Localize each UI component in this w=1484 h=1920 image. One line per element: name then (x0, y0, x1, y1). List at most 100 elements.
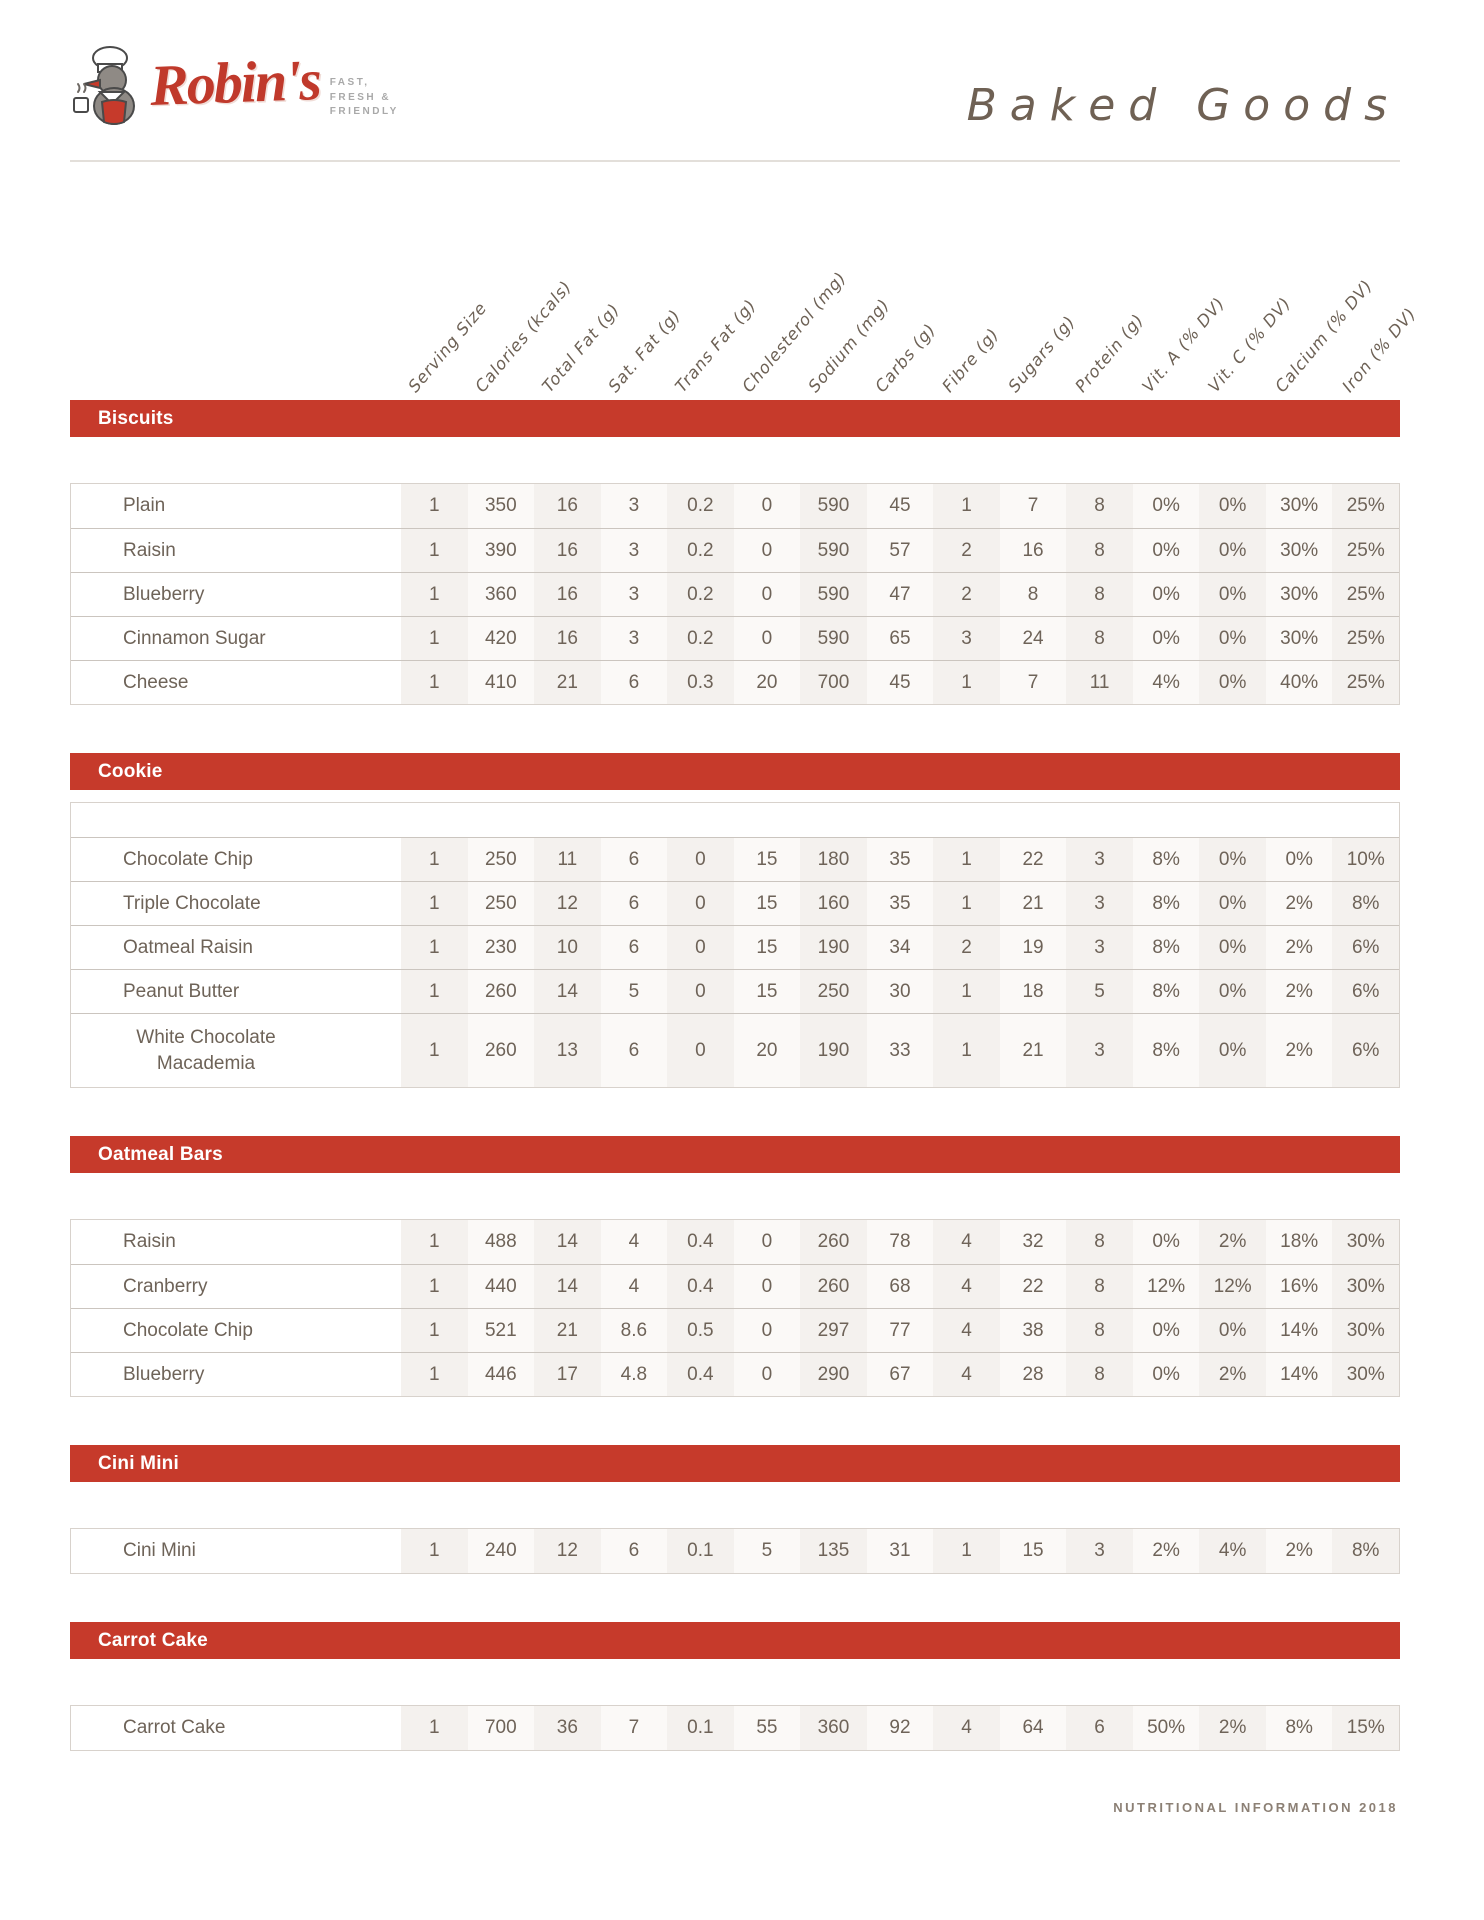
value-cell: 30% (1265, 529, 1333, 572)
value-cell: 700 (800, 661, 867, 704)
value-cell: 1 (401, 1529, 468, 1573)
row-label: Raisin (71, 1220, 401, 1264)
value-cell: 1 (401, 882, 468, 925)
section-title: Cookie (98, 760, 163, 782)
value-cell: 33 (866, 1014, 934, 1087)
value-cell: 4 (933, 1265, 1000, 1308)
value-cell: 1 (401, 1014, 468, 1087)
value-cell: 0.3 (667, 661, 734, 704)
value-cell: 135 (800, 1529, 867, 1573)
column-header: Fibre (g) (938, 324, 1003, 396)
header-divider (70, 160, 1400, 162)
brand-name: Robin's (148, 47, 321, 118)
value-cell: 16 (534, 529, 601, 572)
value-cell (600, 803, 668, 837)
table-row: Cranberry 1 440 14 4 0.4 0 260 68 4 22 8 12% 12% 16% 30… (71, 1264, 1399, 1308)
value-cell: 1 (933, 1014, 1000, 1087)
value-cell: 15 (733, 882, 801, 925)
value-cell: 8 (1066, 529, 1133, 572)
table-row: Plain 1 350 16 3 0.2 0 590 45 1 7 8 0% 0% 30% 25% (71, 484, 1399, 528)
value-cell: 15 (733, 926, 801, 969)
value-cell: 22 (999, 838, 1067, 881)
value-cell: 4 (933, 1220, 1000, 1264)
value-cell: 1 (401, 1353, 468, 1396)
value-cell: 16 (999, 529, 1067, 572)
value-cell: 30% (1332, 1353, 1399, 1396)
value-cell (1265, 803, 1333, 837)
section-cini-mini: Cini Mini Cini Mini 1 240 12 6 0.1 5 135 31 1 15 3 2%… (70, 1445, 1400, 1574)
section-title: Biscuits (98, 407, 174, 429)
oatmeal-bars-table: Raisin 1 488 14 4 0.4 0 260 78 4 32 8 0% 2% 18% 30% Cran… (70, 1219, 1400, 1397)
value-cell: 8 (1066, 573, 1133, 616)
value-cell (667, 803, 734, 837)
value-cell: 8 (1066, 1265, 1133, 1308)
value-cell: 1 (401, 529, 468, 572)
value-cell: 420 (467, 617, 535, 660)
value-cell: 15% (1332, 1706, 1399, 1750)
table-row: White Chocolate Macademia 1 260 13 6 0 20 190 33… (71, 1013, 1399, 1087)
value-cell: 2% (1199, 1353, 1266, 1396)
footer-text: NUTRITIONAL INFORMATION 2018 (1113, 1800, 1398, 1815)
empty-row (71, 803, 1399, 837)
value-cell: 0% (1199, 529, 1266, 572)
value-cell: 1 (933, 661, 1000, 704)
value-cell: 45 (866, 661, 934, 704)
value-cell: 0 (733, 617, 801, 660)
value-cell: 0 (667, 970, 734, 1013)
value-cell: 35 (866, 882, 934, 925)
mascot-bird-icon (70, 42, 144, 128)
value-cell: 6 (600, 661, 668, 704)
value-cell: 7 (600, 1706, 668, 1750)
value-cell: 0.1 (667, 1529, 734, 1573)
column-header: Protein (g) (1071, 310, 1148, 396)
value-cell: 190 (800, 1014, 867, 1087)
value-cell: 0% (1199, 661, 1266, 704)
value-cell: 0 (733, 1265, 801, 1308)
value-cell: 700 (467, 1706, 535, 1750)
value-cell: 55 (733, 1706, 801, 1750)
table-row: Chocolate Chip 1 521 21 8.6 0.5 0 297 77 4 38 8 0% 0%… (71, 1308, 1399, 1352)
value-cell: 16 (534, 484, 601, 528)
value-cell: 6% (1332, 970, 1399, 1013)
value-cell: 8.6 (600, 1309, 668, 1352)
value-cell: 11 (1066, 661, 1133, 704)
value-cell: 0% (1199, 882, 1266, 925)
value-cell: 16 (534, 617, 601, 660)
value-cell: 1 (933, 838, 1000, 881)
value-cell: 3 (1066, 838, 1133, 881)
table-row: Blueberry 1 446 17 4.8 0.4 0 290 67 4 28 8 0% 2% 14% 30… (71, 1352, 1399, 1396)
value-cell: 30 (866, 970, 934, 1013)
value-cell (401, 803, 468, 837)
row-label: Triple Chocolate (71, 882, 401, 925)
value-cell: 0% (1199, 484, 1266, 528)
value-cell: 35 (866, 838, 934, 881)
value-cell: 16% (1265, 1265, 1333, 1308)
value-cell (1199, 803, 1266, 837)
value-cell: 297 (800, 1309, 867, 1352)
section-biscuits: Biscuits Plain 1 350 16 3 0.2 0 590 45 1 7 8 0% 0% 30% 2… (70, 400, 1400, 705)
value-cell: 14 (534, 970, 601, 1013)
value-cell: 14% (1265, 1353, 1333, 1396)
value-cell: 0% (1265, 838, 1333, 881)
value-cell: 12% (1132, 1265, 1200, 1308)
section-oatmeal-bars: Oatmeal Bars Raisin 1 488 14 4 0.4 0 260 78 4 32 8 0%… (70, 1136, 1400, 1397)
value-cell: 521 (467, 1309, 535, 1352)
cini-mini-table: Cini Mini 1 240 12 6 0.1 5 135 31 1 15 3 2% 4% 2% 8% (70, 1528, 1400, 1574)
value-cell (999, 803, 1067, 837)
row-label: Chocolate Chip (71, 1309, 401, 1352)
section-header-bar-oatmeal-bars: Oatmeal Bars (70, 1136, 1400, 1173)
value-cell: 14% (1265, 1309, 1333, 1352)
value-cell: 0% (1132, 1353, 1200, 1396)
value-cell: 45 (866, 484, 934, 528)
value-cell: 47 (866, 573, 934, 616)
value-cell: 14 (534, 1220, 601, 1264)
value-cell: 180 (800, 838, 867, 881)
value-cell: 1 (933, 484, 1000, 528)
value-cell: 0% (1199, 970, 1266, 1013)
value-cell: 15 (733, 970, 801, 1013)
value-cell: 8 (1066, 1353, 1133, 1396)
value-cell: 1 (401, 1309, 468, 1352)
value-cell (933, 803, 1000, 837)
value-cell: 25% (1332, 529, 1399, 572)
row-label: Peanut Butter (71, 970, 401, 1013)
